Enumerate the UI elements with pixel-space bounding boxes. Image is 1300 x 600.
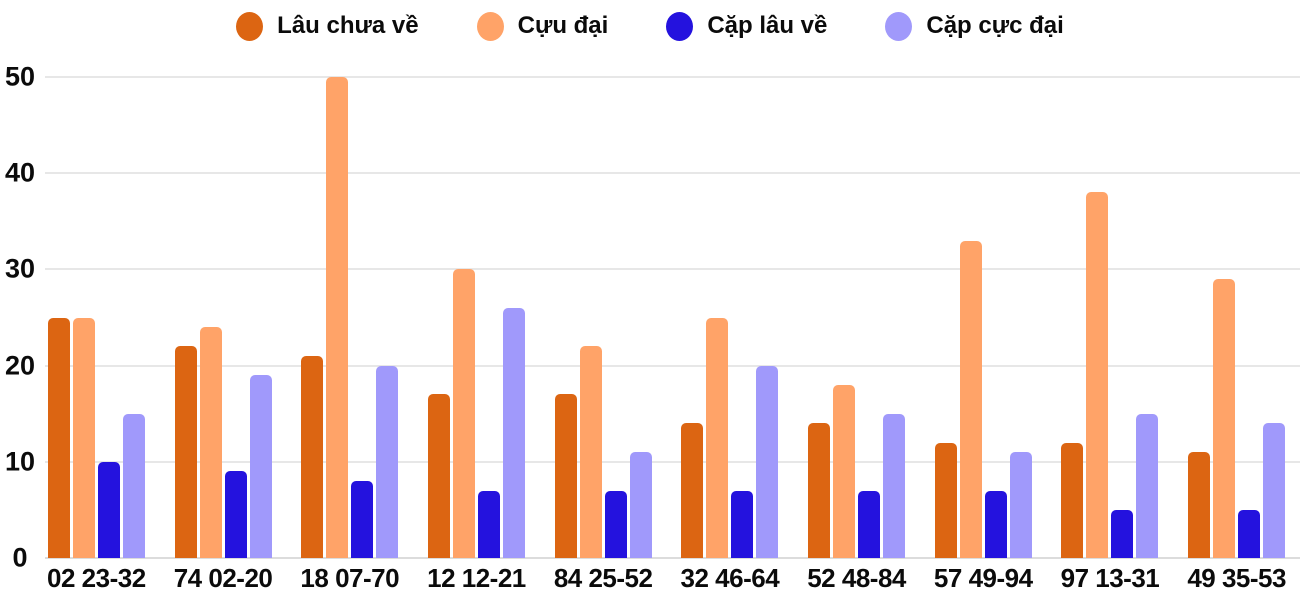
- gridline-y30: [45, 268, 1300, 271]
- legend-label: Lâu chưa về: [277, 12, 419, 39]
- x-axis-category-label-1: 74 02-20: [173, 563, 273, 593]
- gridline-y40: [45, 172, 1300, 175]
- x-axis-category-label-5: 32 46-64: [680, 563, 780, 593]
- x-axis-category-label-0: 02 23-32: [47, 563, 146, 593]
- y-axis-tick-label-30: 30: [4, 253, 36, 284]
- bar-cặp-cực-đại-49-35-53[interactable]: [1263, 423, 1285, 558]
- bar-cựu-đại-74-02-20[interactable]: [200, 327, 222, 558]
- bar-lâu-chưa-về-74-02-20[interactable]: [175, 346, 197, 558]
- bar-cựu-đại-52-48-84[interactable]: [833, 385, 855, 558]
- bar-lâu-chưa-về-49-35-53[interactable]: [1188, 452, 1210, 558]
- bar-cặp-lâu-về-02-23-32[interactable]: [98, 462, 120, 558]
- bar-cặp-lâu-về-49-35-53[interactable]: [1238, 510, 1260, 558]
- bar-cựu-đại-18-07-70[interactable]: [326, 77, 348, 558]
- legend-label: Cặp cực đại: [926, 12, 1064, 39]
- legend-item-3[interactable]: Cặp cực đại: [885, 11, 1064, 41]
- bar-lâu-chưa-về-32-46-64[interactable]: [681, 423, 703, 558]
- bar-lâu-chưa-về-84-25-52[interactable]: [555, 394, 577, 558]
- gridline-y50: [45, 76, 1300, 78]
- bar-cựu-đại-02-23-32[interactable]: [73, 318, 95, 558]
- bar-cặp-cực-đại-32-46-64[interactable]: [756, 366, 778, 558]
- bar-lâu-chưa-về-12-12-21[interactable]: [428, 394, 450, 558]
- y-axis-tick-label-20: 20: [4, 350, 36, 381]
- x-axis-category-label-8: 97 13-31: [1060, 563, 1160, 593]
- bar-cựu-đại-57-49-94[interactable]: [960, 241, 982, 558]
- bar-lâu-chưa-về-52-48-84[interactable]: [808, 423, 830, 558]
- bar-cặp-lâu-về-74-02-20[interactable]: [225, 471, 247, 558]
- bar-cặp-lâu-về-57-49-94[interactable]: [985, 491, 1007, 558]
- legend-item-1[interactable]: Cựu đại: [476, 11, 609, 41]
- x-axis-category-label-7: 57 49-94: [933, 563, 1033, 593]
- legend-item-0[interactable]: Lâu chưa về: [236, 11, 419, 41]
- legend-label: Cặp lâu về: [707, 12, 828, 39]
- x-axis-category-label-6: 52 48-84: [807, 563, 906, 593]
- bar-cặp-cực-đại-12-12-21[interactable]: [503, 308, 525, 558]
- bar-lâu-chưa-về-02-23-32[interactable]: [48, 318, 70, 558]
- gridline-y0: [45, 557, 1300, 559]
- legend-dot-icon: [666, 11, 694, 41]
- y-axis-tick-label-10: 10: [4, 446, 36, 477]
- bar-cặp-lâu-về-12-12-21[interactable]: [478, 491, 500, 558]
- x-axis-category-label-9: 49 35-53: [1187, 563, 1286, 593]
- bar-lâu-chưa-về-18-07-70[interactable]: [301, 356, 323, 558]
- x-axis-category-label-4: 84 25-52: [553, 563, 653, 593]
- bar-cặp-lâu-về-52-48-84[interactable]: [858, 491, 880, 558]
- x-axis-category-label-3: 12 12-21: [427, 563, 526, 593]
- y-axis-tick-label-50: 50: [4, 61, 36, 92]
- bar-cựu-đại-32-46-64[interactable]: [706, 318, 728, 558]
- bar-cặp-cực-đại-57-49-94[interactable]: [1010, 452, 1032, 558]
- bar-cặp-lâu-về-32-46-64[interactable]: [731, 491, 753, 558]
- bar-cựu-đại-12-12-21[interactable]: [453, 269, 475, 558]
- bar-cặp-cực-đại-18-07-70[interactable]: [376, 366, 398, 558]
- bar-cặp-cực-đại-02-23-32[interactable]: [123, 414, 145, 558]
- legend-label: Cựu đại: [517, 12, 609, 39]
- legend-dot-icon: [885, 11, 913, 41]
- bar-cặp-cực-đại-84-25-52[interactable]: [630, 452, 652, 558]
- bar-cặp-cực-đại-52-48-84[interactable]: [883, 414, 905, 558]
- bar-lâu-chưa-về-57-49-94[interactable]: [935, 443, 957, 558]
- bar-cặp-cực-đại-97-13-31[interactable]: [1136, 414, 1158, 558]
- bar-cựu-đại-84-25-52[interactable]: [580, 346, 602, 558]
- gridline-y20: [45, 364, 1300, 367]
- legend-dot-icon: [236, 11, 264, 41]
- y-axis-tick-label-0: 0: [12, 542, 28, 573]
- bar-cặp-cực-đại-74-02-20[interactable]: [250, 375, 272, 558]
- bar-cặp-lâu-về-84-25-52[interactable]: [605, 491, 627, 558]
- bar-cặp-lâu-về-18-07-70[interactable]: [351, 481, 373, 558]
- legend-item-2[interactable]: Cặp lâu về: [666, 11, 828, 41]
- chart-legend: Lâu chưa về Cựu đại Cặp lâu về Cặp cực đại: [0, 8, 1300, 44]
- gridline-y10: [45, 460, 1300, 463]
- legend-dot-icon: [476, 11, 504, 41]
- x-axis-category-label-2: 18 07-70: [300, 563, 400, 593]
- bar-cặp-lâu-về-97-13-31[interactable]: [1111, 510, 1133, 558]
- y-axis-tick-label-40: 40: [4, 157, 36, 188]
- bar-cựu-đại-97-13-31[interactable]: [1086, 192, 1108, 558]
- bar-cựu-đại-49-35-53[interactable]: [1213, 279, 1235, 558]
- bar-lâu-chưa-về-97-13-31[interactable]: [1061, 443, 1083, 558]
